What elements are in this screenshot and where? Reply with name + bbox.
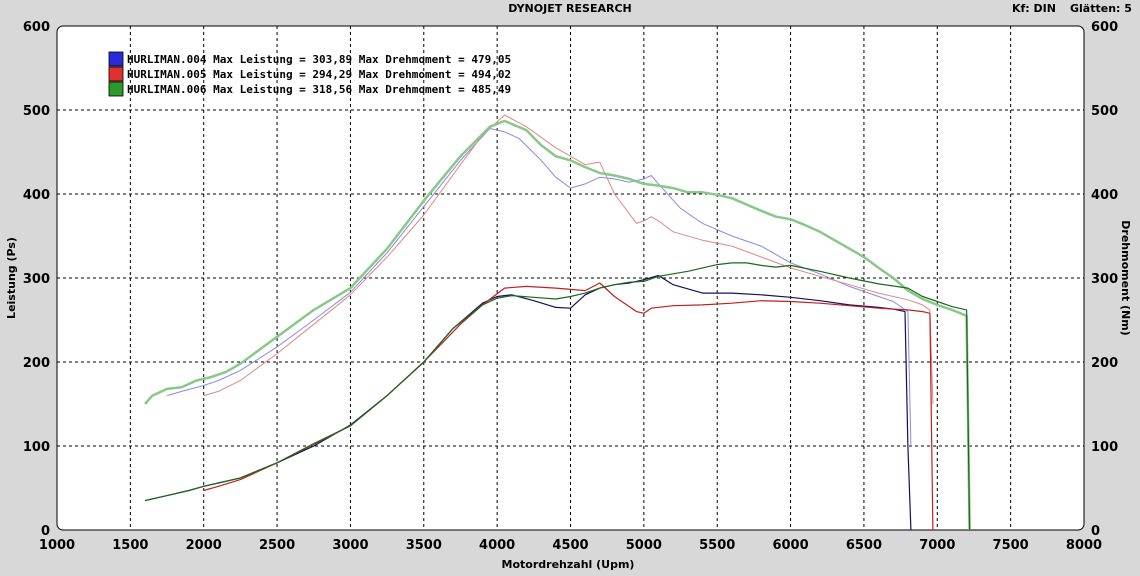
y2-tick-label: 100 — [1091, 440, 1118, 455]
x-tick-label: 2000 — [186, 538, 222, 553]
y-tick-label: 100 — [23, 440, 50, 455]
y2-tick-label: 400 — [1091, 188, 1118, 203]
y2-tick-label: 0 — [1091, 524, 1100, 539]
chart-title: DYNOJET RESEARCH — [508, 2, 631, 15]
y-tick-label: 600 — [23, 20, 50, 35]
tick-labels: 1000 1500 2000 2500 3000 3500 4000 4500 5000 5500… — [23, 20, 1118, 553]
x-tick-label: 1000 — [39, 538, 75, 553]
x-tick-label: 7000 — [919, 538, 955, 553]
series-lines — [144, 114, 971, 531]
x-tick-label: 8000 — [1066, 538, 1102, 553]
series-line-drehmoment — [144, 119, 971, 531]
y-tick-label: 500 — [23, 104, 50, 119]
series-line-leistung — [144, 262, 971, 531]
legend-swatch — [108, 51, 124, 67]
x-tick-label: 5000 — [626, 538, 662, 553]
y-axis-label: Leistung (Ps) — [5, 237, 18, 319]
legend: HURLIMAN.004 Max Leistung = 303,89 Max D… — [108, 51, 511, 97]
x-tick-label: 4000 — [479, 538, 515, 553]
x-tick-label: 4500 — [552, 538, 588, 553]
x-tick-label: 7500 — [993, 538, 1029, 553]
x-tick-label: 1500 — [112, 538, 148, 553]
series-line-drehmoment — [166, 128, 912, 447]
x-tick-label: 6000 — [772, 538, 808, 553]
y2-axis-label: Drehmoment (Nm) — [1119, 220, 1132, 335]
legend-swatch — [108, 66, 124, 82]
smoothing-label: Glätten: 5 — [1070, 2, 1132, 15]
x-axis-label: Motordrehzahl (Upm) — [502, 558, 635, 571]
legend-entry: HURLIMAN.006 Max Leistung = 318,56 Max D… — [127, 83, 511, 96]
y-tick-label: 0 — [41, 524, 50, 539]
x-tick-label: 6500 — [846, 538, 882, 553]
x-tick-label: 2500 — [259, 538, 295, 553]
gridlines — [57, 26, 1084, 530]
y2-tick-label: 200 — [1091, 356, 1118, 371]
x-tick-label: 3000 — [332, 538, 368, 553]
legend-entry: HURLIMAN.005 Max Leistung = 294,29 Max D… — [127, 68, 511, 81]
y2-tick-label: 500 — [1091, 104, 1118, 119]
legend-entry: HURLIMAN.004 Max Leistung = 303,89 Max D… — [127, 53, 511, 66]
x-tick-label: 3500 — [406, 538, 442, 553]
y-tick-label: 400 — [23, 188, 50, 203]
y-tick-label: 200 — [23, 356, 50, 371]
x-tick-label: 5500 — [699, 538, 735, 553]
series-line-drehmoment — [203, 114, 934, 405]
kf-label: Kf: DIN — [1012, 2, 1056, 15]
y2-tick-label: 300 — [1091, 272, 1118, 287]
y2-tick-label: 600 — [1091, 20, 1118, 35]
y-tick-label: 300 — [23, 272, 50, 287]
legend-swatch — [108, 81, 124, 97]
